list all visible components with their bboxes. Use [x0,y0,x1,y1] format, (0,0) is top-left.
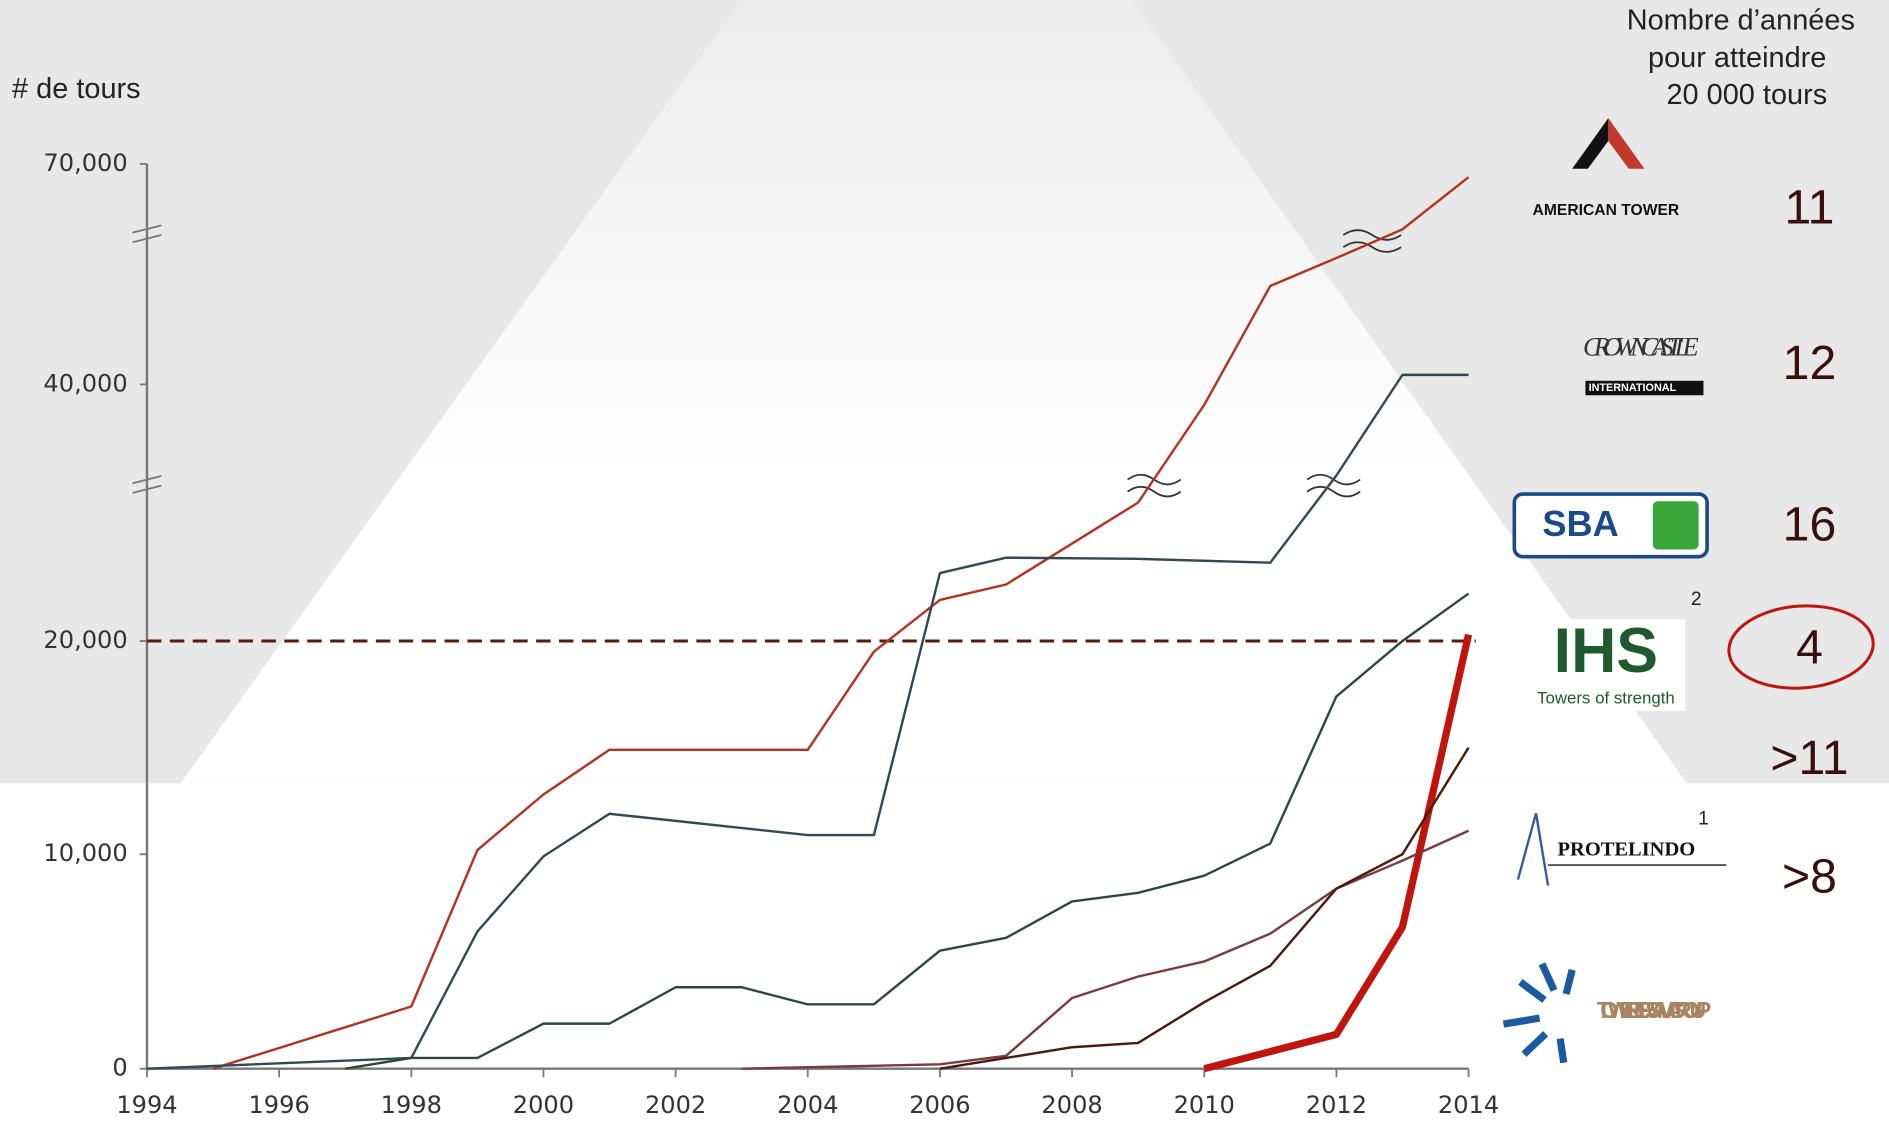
legend-name: TOWER BERSAMA GROUP [1597,997,1711,1023]
logo-shape [1572,118,1609,169]
highlight-circle [1727,604,1875,690]
legend-name: SBA [1542,503,1618,544]
legend-note: 1 [1698,808,1709,829]
annotation-line: pour atteindre [1648,42,1826,74]
x-tick-label: 2006 [909,1091,970,1119]
logo-frame [1526,619,1686,711]
logo-bar [1585,380,1704,396]
series-line [146,373,1469,1070]
x-tick-label: 1996 [248,1091,309,1119]
legend-name: AMERICAN TOWER [1533,202,1680,219]
axis-break [132,224,162,494]
x-tick-label: 2002 [645,1091,706,1119]
years-label: 4 [1796,620,1823,674]
legend-subname: INTERNATIONAL [1589,382,1677,394]
y-tick-label: 70,000 [43,149,127,177]
series-line [741,829,1470,1070]
x-tick-label: 1998 [381,1091,442,1119]
annotation-line: Nombre d’années [1627,4,1855,36]
logo-shape [1502,962,1576,1064]
logo-shape [1608,118,1645,169]
years-label: 12 [1783,336,1837,390]
annotation: Nombre d’années pour atteindre 20 000 to… [1627,4,1855,111]
annotation-line: 20 000 tours [1666,79,1827,111]
legend-subname: Towers of strength [1537,688,1675,707]
x-tick-label: 2012 [1306,1091,1367,1119]
x-tick-label: 2000 [513,1091,574,1119]
series-line [939,746,1470,1070]
x-tick-label: 1994 [116,1091,177,1119]
y-axis-label: # de tours [12,73,141,105]
logo-shape [1516,812,1550,886]
spotlight [180,0,1687,784]
series-line [1203,633,1473,1073]
years-label: 11 [1784,181,1834,235]
y-tick-label: 20,000 [43,626,127,654]
x-tick-label: 2004 [777,1091,838,1119]
y-tick-label: 0 [112,1054,127,1082]
y-tick-label: 40,000 [43,369,127,397]
legend-name: CROWN CASTLE [1583,332,1699,362]
legend-name: IHS [1554,616,1658,686]
series-line [344,592,1470,1070]
legend-name: PROTELINDO [1558,838,1696,860]
x-tick-label: 2014 [1438,1091,1499,1119]
logo-shape [1652,501,1699,550]
series-line [212,176,1470,1070]
years-label: >8 [1782,849,1837,903]
x-tick-label: 2010 [1174,1091,1235,1119]
years-label: 16 [1783,498,1837,552]
spotlight-floor [0,783,1889,1123]
y-tick-label: 10,000 [43,839,127,867]
x-tick-label: 2008 [1041,1091,1102,1119]
years-label: >11 [1770,731,1848,785]
legend-note: 2 [1691,589,1702,610]
